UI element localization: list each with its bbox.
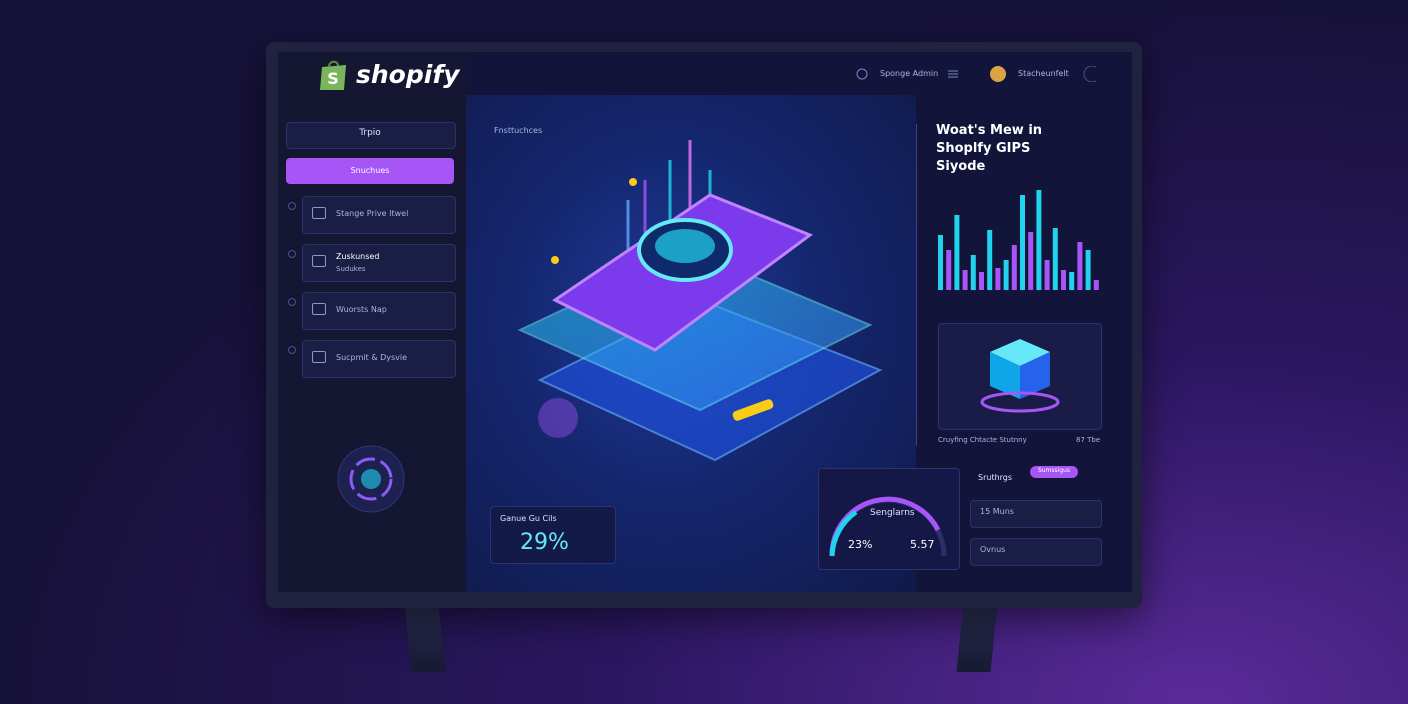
stat-value: 29%: [520, 530, 569, 555]
illustration: [517, 140, 883, 462]
user-name[interactable]: Stacheunfelt: [1018, 69, 1069, 78]
cube: [980, 339, 1060, 413]
nav-label: Wuorsts Nap: [336, 305, 387, 314]
list-row[interactable]: [970, 500, 1102, 528]
topbar-icons: [856, 66, 1096, 82]
nav-sub: Sudukes: [336, 265, 366, 273]
gauge-title: Senglarns: [870, 508, 915, 518]
nav-label: Sucpmit & Dysvie: [336, 353, 408, 362]
chart-bar: [938, 235, 943, 290]
nav-item[interactable]: [302, 340, 456, 378]
nav-icon: [312, 255, 326, 267]
chart-bar: [1085, 250, 1091, 290]
list-badge-text: Sumssigus: [1037, 467, 1071, 474]
list-badge[interactable]: [1030, 466, 1078, 478]
chart-bar: [1028, 232, 1034, 290]
nav-icon: [312, 207, 326, 219]
nav-bullet: [288, 298, 296, 306]
search[interactable]: Sponge Admin: [880, 69, 939, 78]
nav-bullet: [288, 250, 296, 258]
chart-bar: [979, 272, 984, 290]
list-header: Sruthrgs: [978, 473, 1013, 482]
chart-bar: [987, 230, 993, 290]
nav-label: Stange Prive Itwel: [336, 209, 409, 218]
chart-bar: [1069, 272, 1075, 290]
sidebar-header[interactable]: [286, 122, 456, 149]
nav-item[interactable]: [302, 244, 456, 282]
nav-item-active[interactable]: [286, 158, 454, 184]
chart-bar: [954, 215, 960, 290]
chart-bar: [995, 268, 1001, 290]
mini-chart: [938, 190, 1099, 290]
stat-card: [490, 506, 616, 564]
nav-item[interactable]: [302, 196, 456, 234]
cube-caption: Cruyfing Chtacte Stutnny: [938, 436, 1027, 444]
chart-bar: [1036, 190, 1042, 290]
panel-title: Woat's Mew in Shoplfy GIPS Siyode: [936, 123, 1043, 174]
list-row-text: Ovnus: [980, 545, 1006, 554]
nav-bullet: [288, 346, 296, 354]
gauge: [829, 496, 947, 557]
sidebar-header-text: Trpio: [359, 128, 381, 138]
svg-text:S: S: [327, 69, 339, 88]
nav-label: Zuskunsed: [336, 252, 380, 261]
stat-title: Ganue Gu Cils: [500, 514, 557, 523]
chart-bar: [1011, 245, 1017, 290]
logo-icon: S: [320, 60, 346, 90]
cube-caption-right: 87 Tbe: [1076, 436, 1101, 444]
gauge-right: 5.57: [910, 538, 935, 551]
list-row[interactable]: [970, 538, 1102, 566]
chart-bar: [962, 270, 968, 290]
chart-bar: [1061, 270, 1066, 290]
nav-item[interactable]: [302, 292, 456, 330]
chart-bar: [1077, 242, 1083, 290]
chart-bar: [946, 250, 952, 290]
emblem: [337, 445, 405, 513]
panel-divider: [916, 124, 917, 446]
nav-icon: [312, 303, 326, 315]
list-row-text: 15 Muns: [980, 507, 1014, 516]
chart-bar: [1044, 260, 1050, 290]
chart-bar: [1052, 228, 1058, 290]
gauge-left: 23%: [848, 538, 873, 551]
chart-bar: [970, 255, 976, 290]
chart-bar: [1020, 195, 1025, 290]
chart-bar: [1003, 260, 1009, 290]
stand-left: [404, 604, 446, 672]
nav-label: Snuchues: [350, 166, 390, 175]
main-label: Fnsttuchces: [494, 126, 543, 135]
gauge-card: [818, 468, 960, 570]
logo[interactable]: shopify: [356, 60, 460, 89]
stand-right: [956, 604, 998, 672]
nav-bullet: [288, 202, 296, 210]
nav-icon: [312, 351, 326, 363]
chart-bar: [1093, 280, 1099, 290]
